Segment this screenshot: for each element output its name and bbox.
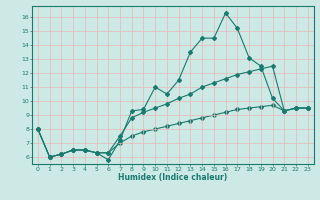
X-axis label: Humidex (Indice chaleur): Humidex (Indice chaleur) — [118, 173, 228, 182]
